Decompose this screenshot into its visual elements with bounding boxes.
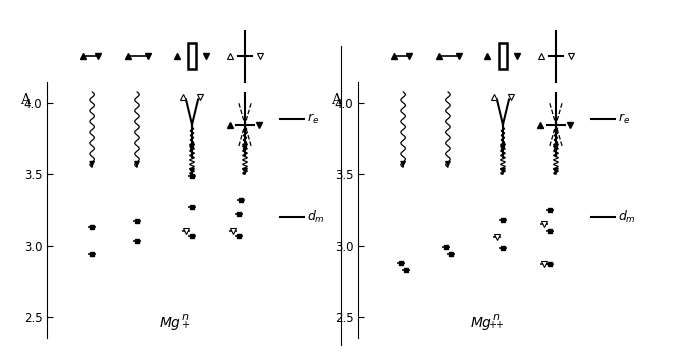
Text: 3: 3 xyxy=(133,355,141,356)
Text: A: A xyxy=(331,93,341,108)
Text: Mg: Mg xyxy=(160,315,180,330)
Bar xyxy=(500,43,506,69)
Text: 5: 5 xyxy=(550,355,558,356)
Text: 4: 4 xyxy=(186,355,194,356)
Text: n: n xyxy=(362,355,370,356)
Text: A: A xyxy=(20,93,30,108)
Text: n: n xyxy=(493,312,500,322)
Text: $d_m$: $d_m$ xyxy=(308,209,325,225)
Text: +: + xyxy=(181,320,189,330)
Text: $r_e$: $r_e$ xyxy=(619,112,631,126)
Text: 2: 2 xyxy=(399,355,407,356)
Text: 2: 2 xyxy=(88,355,96,356)
Bar xyxy=(189,43,195,69)
Text: n: n xyxy=(182,312,189,322)
Text: ++: ++ xyxy=(488,320,504,330)
Text: $d_m$: $d_m$ xyxy=(619,209,636,225)
Text: 3: 3 xyxy=(444,355,452,356)
Text: 5: 5 xyxy=(239,355,247,356)
Text: n: n xyxy=(51,355,59,356)
Text: 4: 4 xyxy=(497,355,505,356)
Text: Mg: Mg xyxy=(470,315,491,330)
Text: $r_e$: $r_e$ xyxy=(308,112,320,126)
